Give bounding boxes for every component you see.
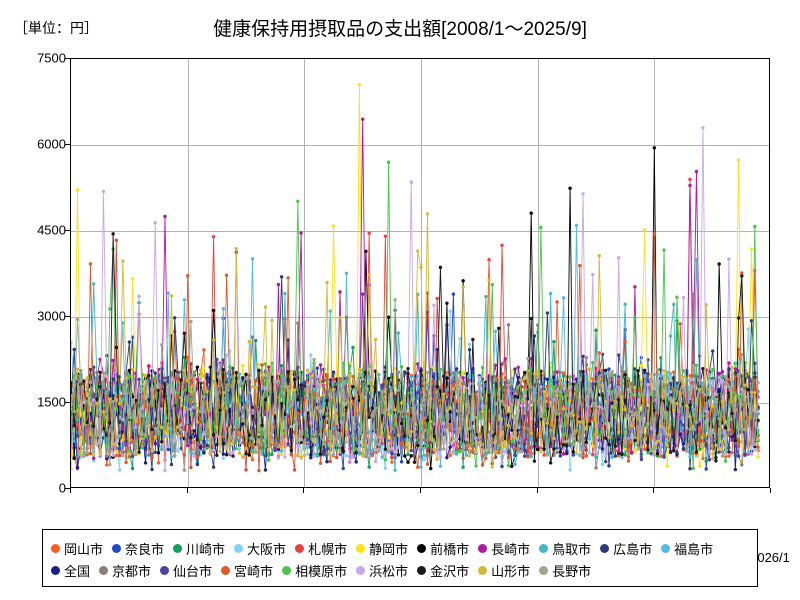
legend-item[interactable]: 静岡市 [356, 539, 408, 558]
legend-marker-icon [99, 565, 109, 575]
x-tick-mark [70, 488, 71, 493]
legend-item[interactable]: 浜松市 [356, 561, 408, 580]
gridline-vertical [304, 59, 306, 487]
x-tick-mark [536, 488, 538, 493]
x-tick-mark [420, 488, 421, 493]
y-tick-label: 4500 [37, 222, 66, 238]
legend-label: 宮崎市 [234, 563, 274, 579]
legend-item[interactable]: 札幌市 [295, 539, 347, 558]
legend-marker-icon [112, 543, 122, 553]
x-tick-mark [770, 488, 771, 493]
legend-label: 長崎市 [491, 541, 531, 557]
legend-label: 大阪市 [247, 541, 287, 557]
legend-label: 岡山市 [64, 541, 104, 557]
legend-marker-icon [356, 565, 366, 575]
y-tick-label: 6000 [37, 136, 66, 152]
y-tick-label: 7500 [37, 50, 66, 66]
gridline-horizontal [71, 231, 769, 232]
legend-label: 札幌市 [308, 541, 348, 557]
legend-marker-icon [282, 565, 292, 575]
y-tick-mark [65, 144, 70, 145]
legend-label: 浜松市 [369, 563, 409, 579]
legend-item[interactable]: 宮崎市 [221, 561, 273, 580]
legend-marker-icon [173, 543, 183, 553]
legend-item[interactable]: 全国 [51, 561, 90, 580]
legend-label: 仙台市 [173, 563, 213, 579]
y-tick-label: 3000 [37, 308, 66, 324]
legend-item[interactable]: 岡山市 [51, 539, 103, 558]
legend-marker-icon [417, 543, 427, 553]
y-tick-mark [65, 402, 70, 403]
legend-marker-icon [51, 565, 60, 575]
legend-label: 京都市 [112, 563, 152, 579]
y-tick-mark [65, 316, 70, 317]
legend-item[interactable]: 相模原市 [282, 561, 347, 580]
gridline-horizontal [71, 145, 769, 146]
legend-item[interactable]: 前橋市 [417, 539, 469, 558]
series-lines [71, 83, 760, 473]
legend-label: 山形市 [491, 563, 531, 579]
legend-item[interactable]: 川崎市 [173, 539, 225, 558]
legend-label: 相模原市 [295, 563, 348, 579]
legend-label: 鳥取市 [552, 541, 592, 557]
legend-label: 奈良市 [125, 541, 165, 557]
x-tick-mark [186, 488, 188, 493]
legend-item[interactable]: 福島市 [661, 539, 713, 558]
legend-marker-icon [539, 543, 549, 553]
legend-label: 全国 [64, 563, 91, 579]
legend-marker-icon [539, 565, 549, 575]
legend-label: 福島市 [674, 541, 714, 557]
legend-item[interactable]: 奈良市 [112, 539, 164, 558]
x-tick-mark [303, 488, 305, 493]
legend-item[interactable]: 金沢市 [417, 561, 469, 580]
y-tick-label: 1500 [37, 394, 66, 410]
y-tick-mark [65, 488, 70, 489]
legend-marker-icon [295, 543, 305, 553]
legend-label: 静岡市 [369, 541, 409, 557]
legend-marker-icon [417, 565, 427, 575]
plot-frame [70, 58, 770, 488]
legend-marker-icon [478, 565, 488, 575]
y-tick-label: 0 [58, 480, 66, 496]
legend-label: 川崎市 [186, 541, 226, 557]
unit-label: ［単位：円］ [14, 20, 98, 36]
legend-item[interactable]: 大阪市 [234, 539, 286, 558]
legend-item[interactable]: 山形市 [478, 561, 530, 580]
legend-marker-icon [478, 543, 488, 553]
legend-item[interactable]: 長野市 [539, 561, 591, 580]
legend-item[interactable]: 長崎市 [478, 539, 530, 558]
legend-marker-icon [160, 565, 170, 575]
x-tick-mark [653, 488, 655, 493]
legend-item[interactable]: 鳥取市 [539, 539, 591, 558]
y-tick-mark [65, 230, 70, 231]
legend-item[interactable]: 広島市 [600, 539, 652, 558]
legend-marker-icon [356, 543, 366, 553]
legend-marker-icon [661, 543, 671, 553]
legend-item[interactable]: 京都市 [99, 561, 151, 580]
legend-marker-icon [234, 543, 244, 553]
legend-row-1: 岡山市 奈良市 川崎市 大阪市 札幌市 静岡市 前橋市 長崎市 鳥取市 広島市 福島市 [51, 537, 749, 559]
legend-label: 広島市 [613, 541, 653, 557]
x-tick-label: 2026/1 [750, 550, 790, 565]
gridline-vertical [537, 59, 539, 487]
series-19 [71, 298, 760, 472]
legend-marker-icon [600, 543, 610, 553]
legend-label: 前橋市 [430, 541, 470, 557]
legend-marker-icon [221, 565, 231, 575]
legend-row-2: 全国 京都市 仙台市 宮崎市 相模原市 浜松市 金沢市 山形市 長野市 [51, 559, 749, 581]
legend-label: 長野市 [552, 563, 592, 579]
gridline-horizontal [71, 317, 769, 318]
legend-label: 金沢市 [430, 563, 470, 579]
legend-item[interactable]: 仙台市 [160, 561, 212, 580]
legend: 岡山市 奈良市 川崎市 大阪市 札幌市 静岡市 前橋市 長崎市 鳥取市 広島市 福島市 全国 京都市 仙… [42, 529, 758, 587]
legend-marker-icon [51, 543, 60, 553]
page-title: 健康保持用摂取品の支出額[2008/1～2025/9] [213, 19, 587, 40]
y-tick-mark [65, 58, 70, 59]
gridline-vertical [187, 59, 189, 487]
